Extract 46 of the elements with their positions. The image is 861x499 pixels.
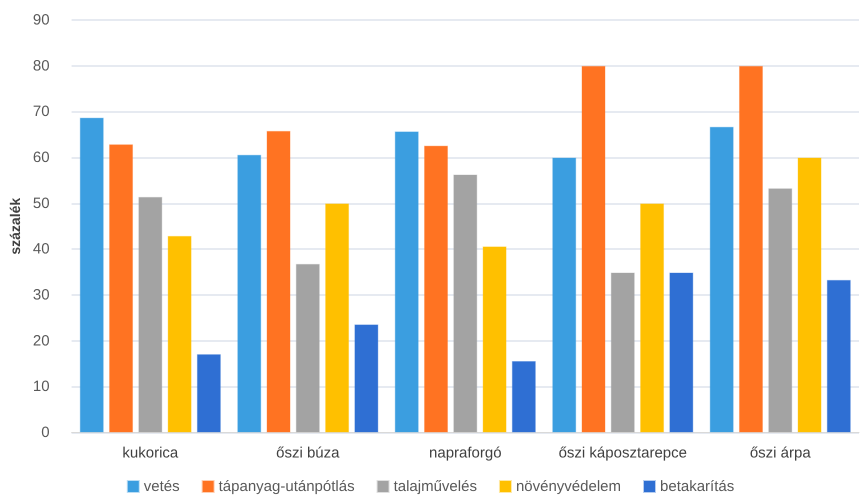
y-tick-label: 80 bbox=[32, 57, 50, 74]
x-tick-label: őszi búza bbox=[276, 444, 340, 462]
legend-label: növényvédelem bbox=[516, 478, 622, 495]
bar bbox=[710, 126, 734, 432]
bar bbox=[354, 324, 378, 432]
bar bbox=[138, 196, 162, 432]
y-axis-title: százalék bbox=[7, 198, 23, 255]
bar bbox=[296, 264, 320, 432]
legend-label: vetés bbox=[144, 478, 180, 495]
bar bbox=[453, 174, 478, 432]
y-tick-label: 10 bbox=[32, 378, 50, 396]
x-tick-label: kukorica bbox=[122, 444, 179, 462]
y-tick-label: 70 bbox=[32, 103, 50, 120]
bar bbox=[768, 188, 792, 432]
bar bbox=[482, 246, 507, 432]
bar bbox=[80, 118, 104, 432]
y-tick-label: 0 bbox=[41, 424, 50, 441]
bar bbox=[196, 354, 221, 432]
x-tick-label: napraforgó bbox=[429, 444, 502, 462]
bar bbox=[237, 154, 262, 432]
legend-label: tápanyag-utánpótlás bbox=[218, 478, 355, 495]
bar bbox=[738, 66, 763, 432]
bar bbox=[640, 203, 664, 432]
bar bbox=[610, 272, 635, 432]
y-tick-label: 50 bbox=[32, 194, 50, 212]
bar bbox=[109, 144, 134, 432]
y-tick-label: 30 bbox=[32, 286, 50, 304]
bar bbox=[424, 146, 448, 432]
bar bbox=[669, 272, 694, 432]
bar bbox=[325, 203, 350, 432]
legend-label: betakarítás bbox=[660, 478, 734, 495]
y-tick-label: 40 bbox=[32, 240, 50, 258]
legend-label: talajművelés bbox=[394, 478, 477, 495]
bar bbox=[798, 158, 822, 432]
bar bbox=[266, 130, 291, 432]
x-tick-label: őszi káposztarepce bbox=[558, 444, 687, 462]
y-tick-label: 90 bbox=[32, 12, 50, 28]
bar bbox=[581, 66, 606, 432]
bar bbox=[394, 131, 419, 432]
x-tick-label: őszi árpa bbox=[750, 444, 812, 462]
bar bbox=[826, 280, 851, 432]
bar bbox=[512, 361, 536, 432]
bar bbox=[552, 158, 576, 432]
y-tick-label: 20 bbox=[32, 332, 50, 350]
y-tick-label: 60 bbox=[32, 149, 50, 166]
bar bbox=[168, 236, 192, 432]
